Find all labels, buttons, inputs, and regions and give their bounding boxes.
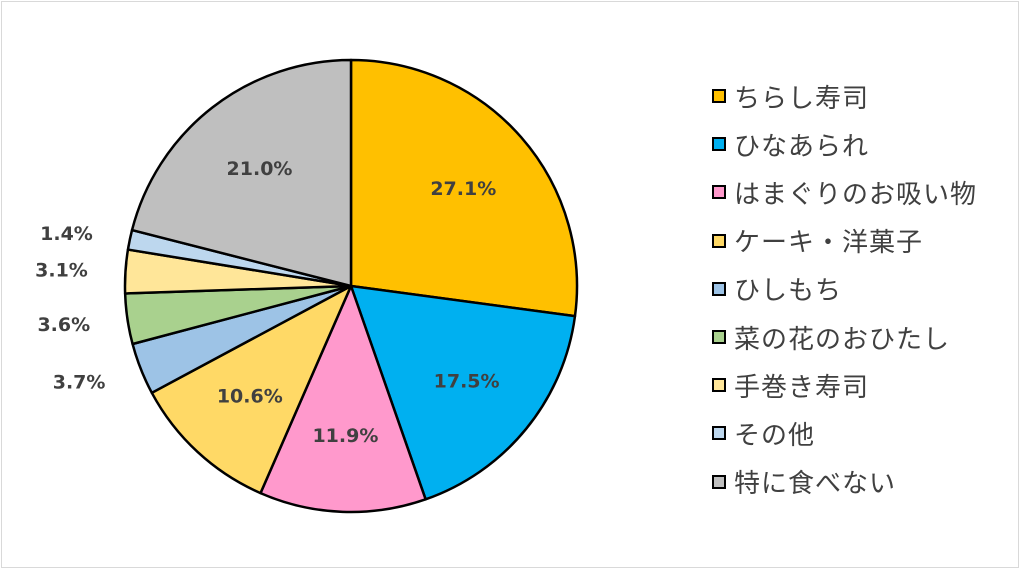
pie-slice-none — [130, 58, 353, 288]
legend-item: 特に食べない — [712, 458, 1012, 506]
legend-item: 手巻き寿司 — [712, 361, 1012, 409]
legend-label: ケーキ・洋菓子 — [734, 228, 924, 259]
legend-item: その他 — [712, 409, 1012, 457]
data-label-nanohana-ohitashi: 3.6% — [37, 314, 90, 336]
legend-item: ひしもち — [712, 265, 1012, 313]
pie-slice-cake — [150, 284, 353, 495]
data-label-none: 21.0% — [227, 158, 293, 180]
data-label-temaki-zushi: 3.1% — [35, 259, 88, 281]
legend-label: ひなあられ — [734, 131, 870, 162]
pie-slice-chirashi-zushi — [349, 58, 579, 318]
legend-swatch — [712, 330, 726, 345]
data-label-chirashi-zushi: 27.1% — [430, 178, 496, 200]
legend-swatch — [712, 474, 726, 489]
legend-label: 菜の花のおひたし — [734, 324, 951, 355]
legend-swatch — [712, 233, 726, 248]
legend-label: その他 — [734, 420, 816, 451]
legend-item: ちらし寿司 — [712, 72, 1012, 120]
legend-label: ちらし寿司 — [734, 83, 870, 114]
legend-item: はまぐりのお吸い物 — [712, 168, 1012, 216]
legend-swatch — [712, 426, 726, 441]
pie-slice-hamaguri-soup — [259, 284, 427, 514]
legend-swatch — [712, 281, 726, 296]
legend-label: はまぐりのお吸い物 — [734, 179, 978, 210]
data-label-other: 1.4% — [40, 223, 93, 245]
legend-label: 手巻き寿司 — [734, 372, 870, 403]
legend-swatch — [712, 378, 726, 393]
data-label-cake: 10.6% — [217, 386, 283, 408]
legend-swatch — [712, 137, 726, 152]
legend-label: 特に食べない — [734, 469, 897, 500]
legend-label: ひしもち — [734, 276, 843, 307]
legend: ちらし寿司 ひなあられ はまぐりのお吸い物 ケーキ・洋菓子 ひしもち 菜の花のお… — [712, 72, 1012, 506]
data-label-hishimochi: 3.7% — [53, 371, 106, 393]
legend-swatch — [712, 89, 726, 104]
legend-item: ひなあられ — [712, 120, 1012, 168]
legend-swatch — [712, 185, 726, 200]
data-label-hamaguri-soup: 11.9% — [312, 425, 378, 447]
data-label-hina-arare: 17.5% — [434, 370, 500, 392]
legend-item: ケーキ・洋菓子 — [712, 217, 1012, 265]
legend-item: 菜の花のおひたし — [712, 313, 1012, 361]
